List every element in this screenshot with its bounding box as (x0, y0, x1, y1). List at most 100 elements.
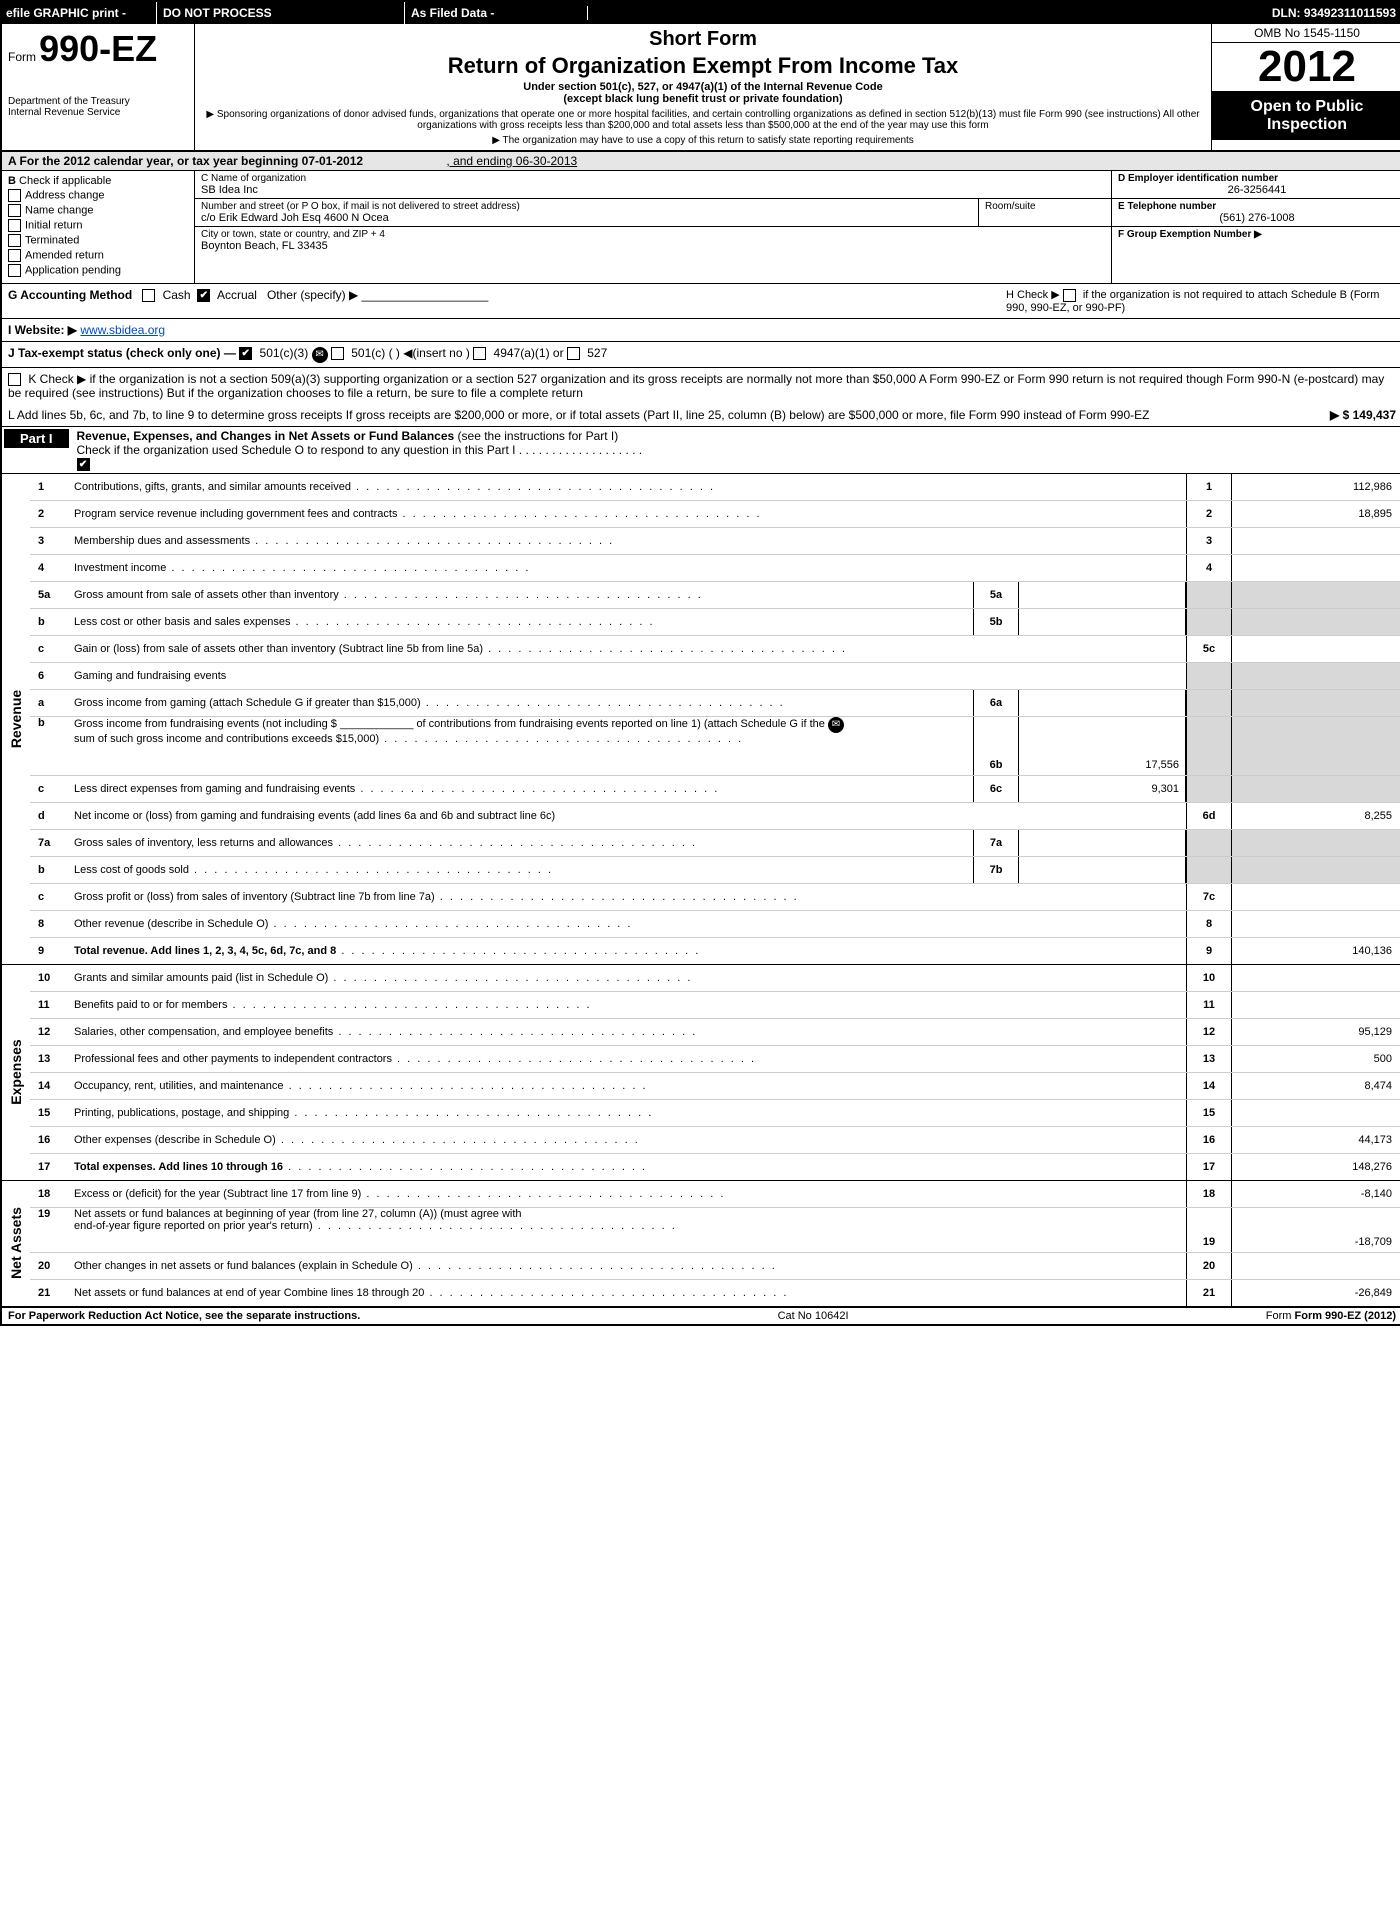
under-section: Under section 501(c), 527, or 4947(a)(1)… (205, 81, 1201, 93)
val-7b (1019, 857, 1186, 883)
val-1: 112,986 (1232, 474, 1400, 500)
d-label: D Employer identification number (1118, 173, 1396, 184)
val-6d: 8,255 (1232, 803, 1400, 829)
header-left: Form 990-EZ Department of the Treasury I… (2, 24, 195, 150)
val-5c (1232, 636, 1400, 662)
checkbox-H[interactable] (1063, 289, 1076, 302)
val-18: -8,140 (1232, 1181, 1400, 1207)
checkbox-501c3[interactable]: ✔ (239, 347, 252, 360)
val-7c (1232, 884, 1400, 910)
column-B: B Check if applicable Address change Nam… (2, 171, 195, 283)
revenue-label: Revenue (8, 690, 24, 748)
form-number: 990-EZ (39, 28, 157, 69)
val-4 (1232, 555, 1400, 581)
attach-icon: ✉ (312, 347, 328, 363)
phone-value: (561) 276-1008 (1118, 212, 1396, 224)
val-6b: 17,556 (1019, 717, 1186, 775)
row-J: J Tax-exempt status (check only one) — ✔… (2, 342, 1400, 368)
return-title: Return of Organization Exempt From Incom… (205, 53, 1201, 79)
val-11 (1232, 992, 1400, 1018)
omb-number: OMB No 1545-1150 (1212, 24, 1400, 43)
net-assets-section: Net Assets 18Excess or (deficit) for the… (2, 1181, 1400, 1308)
city-label: City or town, state or country, and ZIP … (201, 229, 1105, 240)
org-city: Boynton Beach, FL 33435 (201, 240, 1105, 252)
block-BCD: B Check if applicable Address change Nam… (2, 171, 1400, 284)
val-12: 95,129 (1232, 1019, 1400, 1045)
footer-left: For Paperwork Reduction Act Notice, see … (8, 1310, 360, 1322)
checkbox-initial-return[interactable] (8, 219, 21, 232)
val-8 (1232, 911, 1400, 937)
checkbox-amended[interactable] (8, 249, 21, 262)
val-6c: 9,301 (1019, 776, 1186, 802)
short-form-title: Short Form (205, 28, 1201, 51)
checkbox-application-pending[interactable] (8, 264, 21, 277)
checkbox-cash[interactable] (142, 289, 155, 302)
row-L: L Add lines 5b, 6c, and 7b, to line 9 to… (2, 404, 1400, 427)
footer: For Paperwork Reduction Act Notice, see … (2, 1308, 1400, 1324)
footer-center: Cat No 10642I (778, 1310, 849, 1322)
net-assets-label: Net Assets (8, 1207, 24, 1279)
row-GH: G Accounting Method Cash ✔ Accrual Other… (2, 284, 1400, 319)
e-label: E Telephone number (1118, 201, 1396, 212)
checkbox-527[interactable] (567, 347, 580, 360)
dept-irs: Internal Revenue Service (8, 107, 188, 118)
f-label: F Group Exemption Number ▶ (1118, 229, 1396, 240)
checkbox-schedule-O[interactable]: ✔ (77, 458, 90, 471)
line-A: A For the 2012 calendar year, or tax yea… (2, 152, 1400, 171)
attach-icon-6b: ✉ (828, 717, 844, 733)
org-street: c/o Erik Edward Joh Esq 4600 N Ocea (201, 212, 972, 224)
c-name-label: C Name of organization (201, 173, 1105, 184)
val-21: -26,849 (1232, 1280, 1400, 1306)
val-20 (1232, 1253, 1400, 1279)
header-center: Short Form Return of Organization Exempt… (195, 24, 1211, 150)
dln-label: DLN: 93492311011593 (1176, 6, 1400, 20)
footer-right: Form Form 990-EZ (2012) (1266, 1310, 1396, 1322)
except-line: (except black lung benefit trust or priv… (205, 93, 1201, 105)
checkbox-4947[interactable] (473, 347, 486, 360)
checkbox-terminated[interactable] (8, 234, 21, 247)
expenses-section: Expenses 10Grants and similar amounts pa… (2, 965, 1400, 1181)
expenses-label: Expenses (8, 1040, 24, 1105)
column-C: C Name of organization SB Idea Inc Numbe… (195, 171, 1112, 283)
val-2: 18,895 (1232, 501, 1400, 527)
column-D: D Employer identification number 26-3256… (1112, 171, 1400, 283)
row-K: K Check ▶ if the organization is not a s… (2, 368, 1400, 404)
val-13: 500 (1232, 1046, 1400, 1072)
website-link[interactable]: www.sbidea.org (80, 323, 165, 337)
part-I-header: Part I Revenue, Expenses, and Changes in… (2, 427, 1400, 474)
part-I-label: Part I (4, 429, 69, 448)
checkbox-K[interactable] (8, 373, 21, 386)
checkbox-accrual[interactable]: ✔ (197, 289, 210, 302)
open-public: Open to Public Inspection (1212, 92, 1400, 140)
row-I: I Website: ▶ www.sbidea.org (2, 319, 1400, 342)
val-5b (1019, 609, 1186, 635)
copy-text: ▶ The organization may have to use a cop… (205, 135, 1201, 146)
top-bar: efile GRAPHIC print - DO NOT PROCESS As … (2, 2, 1400, 24)
form-prefix: Form (8, 50, 36, 64)
tax-year: 2012 (1212, 43, 1400, 92)
no-process-label: DO NOT PROCESS (156, 2, 405, 24)
val-9: 140,136 (1232, 938, 1400, 964)
val-10 (1232, 965, 1400, 991)
dept-treasury: Department of the Treasury (8, 96, 188, 107)
checkbox-name-change[interactable] (8, 204, 21, 217)
efile-label: efile GRAPHIC print - (2, 6, 156, 20)
checkbox-address-change[interactable] (8, 189, 21, 202)
street-label: Number and street (or P O box, if mail i… (201, 201, 972, 212)
header-row: Form 990-EZ Department of the Treasury I… (2, 24, 1400, 152)
val-7a (1019, 830, 1186, 856)
ein-value: 26-3256441 (1118, 184, 1396, 196)
room-suite-label: Room/suite (978, 199, 1111, 226)
revenue-section: Revenue 1Contributions, gifts, grants, a… (2, 474, 1400, 965)
org-name: SB Idea Inc (201, 184, 1105, 196)
val-15 (1232, 1100, 1400, 1126)
val-14: 8,474 (1232, 1073, 1400, 1099)
val-16: 44,173 (1232, 1127, 1400, 1153)
sponsor-text: ▶ Sponsoring organizations of donor advi… (205, 109, 1201, 131)
L-amount: ▶ $ 149,437 (1236, 408, 1396, 422)
form-page: efile GRAPHIC print - DO NOT PROCESS As … (0, 0, 1400, 1326)
val-17: 148,276 (1232, 1154, 1400, 1180)
val-6a (1019, 690, 1186, 716)
as-filed-label: As Filed Data - (405, 6, 588, 20)
checkbox-501c[interactable] (331, 347, 344, 360)
